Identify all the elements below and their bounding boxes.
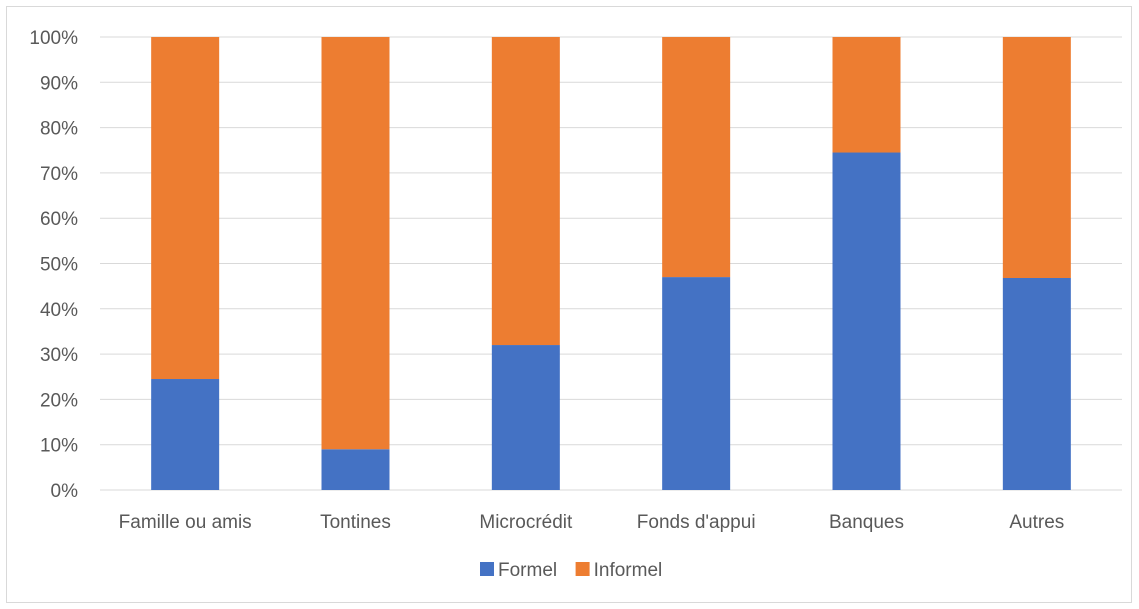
bars [151, 37, 1071, 490]
y-tick-label: 80% [40, 119, 78, 140]
x-tick-label: Banques [829, 512, 904, 533]
legend-swatch [480, 562, 494, 576]
y-tick-label: 10% [40, 436, 78, 457]
bar-informel [1002, 37, 1071, 278]
y-tick-label: 70% [40, 164, 78, 185]
bar-formel [321, 449, 390, 490]
bar-formel [151, 379, 220, 490]
x-tick-label: Autres [1009, 512, 1064, 533]
y-tick-label: 30% [40, 345, 78, 366]
bar-informel [662, 37, 731, 278]
y-tick-label: 20% [40, 390, 78, 411]
legend: Formel Informel [480, 560, 662, 581]
legend-label: Formel [498, 560, 557, 581]
bar-formel [662, 277, 731, 490]
y-tick-label: 50% [40, 255, 78, 276]
y-tick-label: 100% [29, 28, 78, 49]
bar-formel [1002, 277, 1071, 490]
bar-informel [151, 37, 220, 380]
x-tick-label: Fonds d'appui [637, 512, 756, 533]
bar-formel [832, 152, 901, 490]
y-tick-label: 60% [40, 209, 78, 230]
legend-swatch [575, 562, 590, 576]
y-axis-ticks: 0% 10% 20% 30% 40% 50% 60% 70% 80% 90% 100% [29, 28, 78, 502]
x-tick-label: Tontines [320, 512, 391, 533]
y-tick-label: 90% [40, 73, 78, 94]
bar-informel [832, 37, 901, 153]
y-tick-label: 0% [51, 481, 79, 502]
x-axis-ticks: Famille ou amis Tontines Microcrédit Fonds … [119, 512, 1065, 533]
bar-informel [491, 37, 560, 346]
legend-label: Informel [594, 560, 663, 581]
x-tick-label: Famille ou amis [119, 512, 252, 533]
bar-informel [321, 37, 390, 450]
bar-formel [491, 345, 560, 490]
x-tick-label: Microcrédit [479, 512, 573, 533]
gridlines [100, 36, 1122, 491]
y-tick-label: 40% [40, 300, 78, 321]
